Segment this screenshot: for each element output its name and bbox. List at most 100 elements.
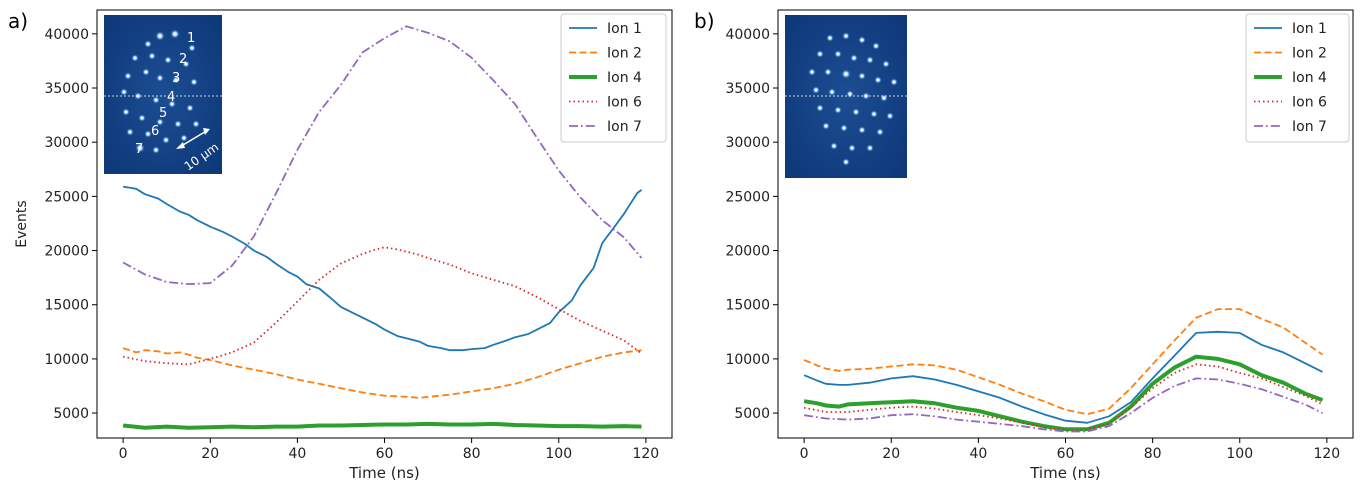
x-tick-label: 40 [288,446,306,462]
ion-spot [882,60,890,68]
ion-spot [834,106,842,114]
ion-spot [846,90,854,98]
y-tick-label: 30000 [44,135,89,151]
ion-spot [812,86,820,94]
ion-spot [808,68,816,76]
ion-spot [866,144,874,152]
ion-spot [890,78,898,86]
ion-spot [138,114,146,122]
ion-spot [816,50,824,58]
y-tick-label: 5000 [734,406,770,422]
inset-image-a: 1 2 3 4 5 6 7 10 μm [104,15,222,174]
legend-entry: Ion 1 [607,21,642,37]
y-axis-label: Events [14,200,30,247]
y-tick-label: 25000 [725,189,770,205]
ion-spot [880,94,888,102]
x-tick-label: 60 [376,446,394,462]
ion-spot [858,36,866,44]
y-tick-label: 15000 [44,298,89,314]
chart-panel-a: 0 20 40 60 80 100 120 5000 10000 15000 20000 25000 3… [14,9,673,482]
ion-spot [870,110,878,118]
series-line-ion-1 [803,330,1323,424]
ion-spot [186,104,194,112]
legend-entry: Ion 4 [607,70,642,86]
series-line-ion-6 [122,246,643,366]
inset-ion-label-7: 7 [135,142,143,157]
y-tick-label: 10000 [44,352,89,368]
ion-spot [156,74,164,82]
inset-ion-label-6: 6 [151,124,159,139]
legend-box [1245,13,1350,143]
ion-spot [182,60,190,68]
ion-spot [826,34,834,42]
legend-entry: Ion 2 [1292,46,1327,62]
x-tick-label: 60 [1057,446,1075,462]
ion-spot [162,136,170,144]
inset-ion-label-3: 3 [172,71,180,86]
ion-spot [155,31,165,41]
series-line-ion-2 [122,347,642,399]
ion-spot [841,69,851,79]
x-tick-label: 20 [882,446,900,462]
x-tick-label: 0 [800,446,809,462]
ion-spot [170,29,180,39]
y-tick-label: 40000 [44,27,89,43]
ion-spot [120,88,128,96]
ion-spot [172,76,180,84]
ion-spot [816,104,824,112]
ion-spot [858,72,866,80]
ion-spot [822,122,830,130]
ion-spot [872,42,880,50]
ion-spot [168,100,176,108]
series-line-ion-6 [803,363,1323,432]
x-tick-label: 0 [119,446,128,462]
y-tick-label: 10000 [725,352,770,368]
x-tick-label: 80 [463,446,481,462]
ion-spot [156,118,164,126]
x-tick-label: 120 [632,446,659,462]
ion-spot [124,72,132,80]
ion-spot [848,144,856,152]
inset-ion-label-2: 2 [179,52,187,67]
legend-entry: Ion 6 [1292,95,1327,111]
inset-ion-label-4: 4 [167,90,175,105]
legend-box [560,13,667,143]
inset-image-b [785,15,907,178]
legend-entry: Ion 2 [607,46,642,62]
ion-spot [842,158,850,166]
ion-spot [122,108,130,116]
y-tick-label: 40000 [725,27,770,43]
ion-spot [842,32,850,40]
inset-ion-label-1: 1 [187,31,195,46]
legend-entry: Ion 6 [607,95,642,111]
ion-spot [126,128,134,136]
series-line-ion-4 [803,354,1324,432]
ion-spot [131,54,139,62]
x-tick-label: 40 [969,446,987,462]
y-tick-label: 5000 [53,406,89,422]
series-line-ion-4 [122,421,642,430]
y-tick-label: 35000 [44,81,89,97]
legend: Ion 1 Ion 2 Ion 4 Ion 6 Ion 7 [1245,13,1350,143]
ion-spot [152,96,160,104]
series-line-ion-2 [803,308,1324,416]
y-tick-label: 30000 [725,135,770,151]
ion-spot [840,124,848,132]
ion-spot [192,120,200,128]
x-axis-label: Time (ns) [348,464,420,482]
ion-spot [886,112,894,120]
ion-spot [824,68,832,76]
inset-ion-label-5: 5 [159,106,167,121]
scale-arrow-icon [176,128,210,149]
series-line-ion-1 [122,185,643,352]
ion-spot [135,143,145,153]
ion-spot [148,52,156,60]
ion-spot [142,68,150,76]
panel-label-b: b) [694,9,715,33]
x-tick-label: 120 [1313,446,1340,462]
ion-spot [850,54,858,62]
x-tick-label: 20 [201,446,219,462]
ion-spot [180,134,188,142]
ion-spot [190,78,198,86]
series-line-ion-7 [122,25,643,285]
